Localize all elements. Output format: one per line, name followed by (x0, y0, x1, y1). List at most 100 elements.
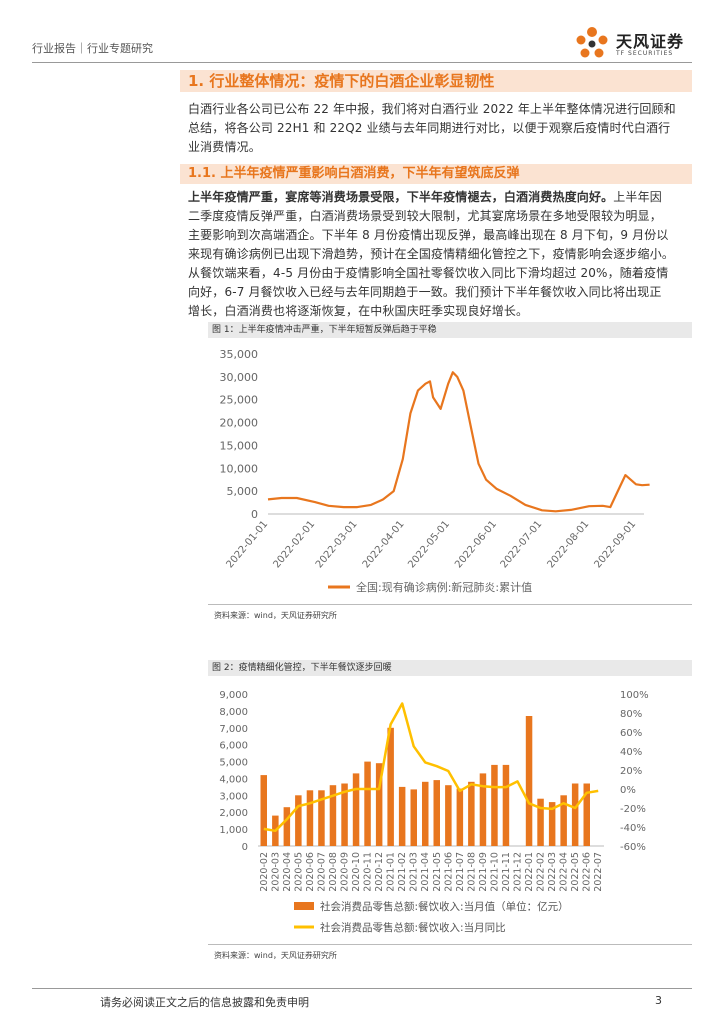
x-tick-label: 2022-04-01 (361, 519, 407, 571)
bar (571, 783, 579, 846)
intro-paragraph: 白酒行业各公司已公布 22 年中报，我们将对白酒行业 2022 年上半年整体情况… (188, 100, 696, 157)
y2-tick-label: 20% (620, 766, 642, 777)
figure1-chart: 0 5,000 10,000 15,000 20,000 25,000 30,000 35,0… (220, 348, 650, 594)
body-line: 主要影响到次高端酒企。下半年 8 月份疫情出现反弹，最高峰出现在 8 月下旬，9… (188, 228, 669, 242)
intro-line: 白酒行业各公司已公布 22 年中报，我们将对白酒行业 2022 年上半年整体情况… (188, 102, 676, 116)
x-tick-label: 2022-03 (547, 852, 558, 892)
x-tick-label: 2021-07 (455, 852, 466, 892)
y-tick-label: 5,000 (219, 758, 248, 769)
x-tick-label: 2021-06 (443, 852, 454, 892)
bar (433, 780, 440, 846)
x-tick-label: 2020-09 (340, 852, 351, 892)
header-rule (32, 62, 692, 63)
body-line: 来现有确诊病例已出现下滑趋势，预计在全国疫情精细化管控之下，疫情影响会逐步缩小。 (188, 247, 675, 261)
bar (502, 764, 510, 846)
x-tick-label: 2022-09-01 (593, 519, 639, 571)
y2-tick-label: 80% (620, 709, 642, 720)
y2-tick-label: 60% (620, 728, 642, 739)
bar (364, 761, 371, 846)
x-tick-label: 2022-03-01 (314, 519, 360, 571)
footer-rule (32, 988, 692, 989)
x-tick-label: 2022-02 (536, 852, 547, 892)
header-breadcrumb: 行业报告｜行业专题研究 (32, 42, 153, 55)
x-tick-label: 2021-02 (397, 852, 408, 892)
y-tick-label: 8,000 (219, 707, 248, 718)
x-tick-label: 2021-03 (409, 852, 420, 892)
bar (537, 798, 544, 846)
x-tick-label: 2021-11 (501, 852, 512, 892)
y-tick-label: 0 (251, 508, 258, 521)
bar (260, 775, 267, 846)
figure2-rule (208, 944, 692, 945)
x-tick-label: 2020-06 (305, 852, 316, 892)
x-tick-label: 2020-12 (374, 852, 385, 892)
bar (341, 783, 348, 846)
logo-mark-icon (576, 27, 608, 58)
footer-disclaimer: 请务必阅读正文之后的信息披露和免责申明 (100, 996, 309, 1009)
body-line-1: 上半年疫情严重，宴席等消费场景受限，下半年疫情褪去，白酒消费热度向好。上半年因 (188, 188, 696, 207)
y2-tick-label: -20% (620, 804, 646, 815)
y-tick-label: 1,000 (219, 825, 248, 836)
y-tick-label: 0 (242, 842, 248, 853)
y2-tick-label: -40% (620, 823, 646, 834)
x-tick-label: 2022-08-01 (546, 519, 592, 571)
y-tick-label: 7,000 (219, 724, 248, 735)
y-tick-label: 10,000 (220, 462, 259, 475)
x-tick-label: 2022-06-01 (453, 519, 499, 571)
y2-tick-label: 0% (620, 785, 636, 796)
bar (560, 795, 567, 846)
yoy-line (263, 702, 599, 833)
logo: 天风证券 TF SECURITIES (572, 22, 702, 66)
x-tick-label: 2020-03 (270, 852, 281, 892)
x-tick-label: 2020-07 (316, 852, 327, 892)
x-tick-label: 2020-04 (282, 852, 293, 892)
bar (445, 785, 452, 846)
y2-tick-label: 100% (620, 690, 649, 701)
x-tick-label: 2021-04 (420, 852, 431, 892)
section-title: 1. 行业整体情况：疫情下的白酒企业彰显韧性 (180, 70, 692, 92)
bar (352, 773, 360, 846)
legend-label: 全国:现有确诊病例:新冠肺炎:累计值 (356, 580, 532, 594)
logo-sub: TF SECURITIES (616, 50, 674, 57)
bar (329, 785, 337, 846)
bar (398, 786, 406, 846)
figure2-chart: 0 1,000 2,000 3,000 4,000 5,000 6,000 7,000 8,00… (219, 690, 649, 934)
y-tick-label: 15,000 (220, 439, 259, 452)
body-line: 增长，白酒消费也将逐渐恢复，在中秋国庆旺季实现良好增长。 (188, 304, 529, 318)
x-tick-label: 2022-02-01 (271, 519, 317, 571)
x-tick-label: 2021-05 (432, 852, 443, 892)
y-tick-label: 20,000 (220, 417, 259, 430)
subsection-title: 1.1. 上半年疫情严重影响白酒消费，下半年有望筑底反弹 (180, 164, 692, 184)
bar (306, 790, 314, 846)
y-tick-label: 4,000 (219, 774, 248, 785)
x-tick-label: 2021-01 (386, 852, 397, 892)
y-tick-label: 35,000 (220, 348, 259, 361)
bar (295, 795, 302, 846)
y-tick-label: 6,000 (219, 741, 248, 752)
figure2-source: 资料来源：wind，天风证券研究所 (214, 951, 337, 960)
y-tick-label: 9,000 (219, 690, 248, 701)
bar (456, 788, 464, 846)
bar (375, 763, 383, 846)
bar (468, 781, 475, 846)
body-paragraph: 上半年疫情严重，宴席等消费场景受限，下半年疫情褪去，白酒消费热度向好。上半年因 … (188, 188, 696, 321)
x-tick-label: 2020-10 (351, 852, 362, 892)
bar (283, 807, 291, 846)
y-tick-label: 2,000 (219, 808, 248, 819)
bar (387, 727, 394, 846)
y2-tick-label: -60% (620, 842, 646, 853)
figure1-title: 图 1：上半年疫情冲击严重，下半年短暂反弹后趋于平稳 (208, 322, 692, 338)
y-tick-label: 3,000 (219, 791, 248, 802)
legend-swatch-bar (294, 902, 314, 910)
figure1-rule (208, 604, 692, 605)
bar (479, 773, 487, 846)
x-tick-label: 2022-04 (559, 852, 570, 892)
legend-label-bar: 社会消费品零售总额:餐饮收入:当月值（单位：亿元） (320, 900, 569, 913)
x-tick-label: 2022-07-01 (499, 519, 545, 571)
x-tick-label: 2022-05-01 (406, 519, 452, 571)
logo-name: 天风证券 (616, 32, 685, 51)
x-tick-label: 2022-05 (570, 852, 581, 892)
intro-line: 总结，将各公司 22H1 和 22Q2 业绩与去年同期进行对比，以便于观察后疫情… (188, 121, 671, 135)
bar (525, 716, 533, 846)
x-tick-label: 2020-05 (293, 852, 304, 892)
